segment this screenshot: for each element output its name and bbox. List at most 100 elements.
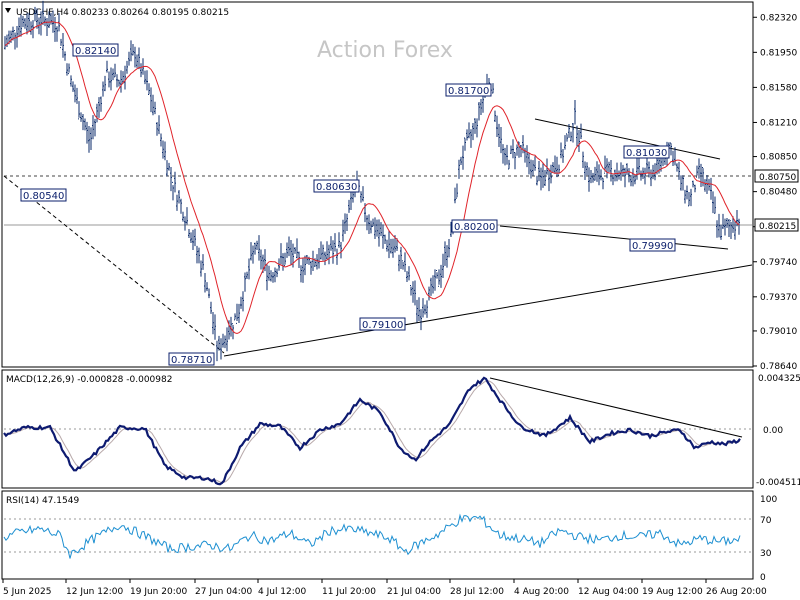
price-bar	[492, 83, 494, 94]
price-bar	[304, 255, 306, 276]
price-bar	[548, 168, 550, 192]
price-panel: USDCHF,H4 0.80233 0.80264 0.80195 0.8021…	[1, 0, 799, 372]
price-bar	[644, 167, 646, 185]
price-bar	[390, 238, 392, 254]
price-bar	[146, 70, 148, 91]
price-bar	[448, 238, 450, 258]
price-bar	[438, 269, 440, 287]
price-bar	[496, 115, 498, 137]
price-bar	[86, 121, 88, 144]
price-bar	[552, 162, 554, 173]
price-bar	[286, 242, 288, 258]
price-bar	[182, 211, 184, 222]
price-bar	[544, 170, 546, 187]
svg-text:0.80750: 0.80750	[759, 173, 796, 183]
price-bar	[654, 163, 656, 181]
price-bar	[280, 243, 282, 265]
price-bar	[392, 238, 394, 258]
price-bar	[370, 220, 372, 234]
price-bar	[576, 125, 578, 147]
macd-panel-frame	[1, 369, 754, 489]
price-bar	[190, 232, 192, 244]
price-bar	[28, 12, 30, 32]
price-bar	[282, 253, 284, 271]
price-bar	[380, 222, 382, 237]
price-bar	[54, 16, 56, 42]
price-bar	[326, 241, 328, 260]
time-tick-label: 4 Aug 20:00	[514, 587, 569, 597]
price-bar	[602, 177, 604, 190]
price-bar	[382, 224, 384, 249]
price-bar	[204, 273, 206, 293]
current-price-tag: 0.80215	[754, 218, 799, 232]
time-tick-label: 21 Jul 04:00	[387, 587, 441, 597]
price-bar	[738, 218, 740, 235]
price-tick-label: 0.82320	[760, 13, 797, 23]
price-bar	[588, 167, 590, 192]
price-bar	[110, 67, 112, 91]
price-bar	[192, 229, 194, 251]
price-bar	[74, 84, 76, 103]
price-bar	[322, 244, 324, 261]
price-bar	[236, 303, 238, 324]
price-bar	[412, 281, 414, 303]
price-bar	[542, 163, 544, 188]
price-bar	[162, 140, 164, 159]
price-bar	[48, 11, 50, 28]
price-bar	[170, 166, 172, 192]
rsi-panel: RSI(14) 47.1549 100 70 30 0	[1, 490, 777, 583]
time-tick-label: 5 Jun 2025	[3, 587, 51, 597]
price-bar	[430, 277, 432, 296]
price-bar	[238, 303, 240, 323]
price-bar	[256, 240, 258, 250]
price-bar	[670, 142, 672, 156]
price-bar	[276, 268, 278, 278]
svg-text:0.81030: 0.81030	[626, 148, 667, 159]
price-bar	[264, 249, 266, 272]
price-bar	[730, 220, 732, 239]
watermark: Action Forex	[317, 38, 453, 63]
price-bar	[682, 175, 684, 191]
price-bar	[136, 54, 138, 68]
price-bar	[422, 298, 424, 318]
price-bar	[178, 190, 180, 204]
svg-text:0.80200: 0.80200	[454, 222, 495, 233]
price-bar	[132, 44, 134, 56]
price-bar	[298, 251, 300, 269]
price-bar	[350, 190, 352, 211]
menu-triangle-icon[interactable]	[5, 8, 11, 13]
price-bar	[316, 254, 318, 270]
price-bar	[696, 165, 698, 178]
price-bar	[718, 213, 720, 238]
price-bar	[288, 236, 290, 257]
macd-tick-bottom: -0.004511	[756, 478, 800, 488]
macd-tick-top: 0.004325	[758, 374, 800, 384]
price-bar	[700, 163, 702, 187]
price-bar	[374, 217, 376, 239]
price-bar	[626, 163, 628, 175]
price-bar	[200, 260, 202, 277]
price-bar	[470, 129, 472, 148]
price-bar	[18, 17, 20, 38]
price-bar	[148, 83, 150, 96]
price-bar	[82, 114, 84, 131]
price-bar	[102, 81, 104, 97]
annotation-0.80200: 0.80200	[451, 219, 498, 233]
price-bar	[396, 238, 398, 252]
price-bar	[498, 123, 500, 147]
price-bar	[624, 167, 626, 188]
price-bar	[426, 300, 428, 318]
price-bar	[732, 216, 734, 233]
price-bar	[80, 112, 82, 122]
price-bar	[418, 297, 420, 322]
price-bar	[638, 156, 640, 175]
price-bar	[692, 180, 694, 188]
price-bar	[218, 335, 220, 351]
price-bar	[596, 161, 598, 182]
macd-line	[3, 376, 741, 486]
price-bar	[476, 118, 478, 138]
price-bar	[26, 13, 28, 35]
price-tick-label: 0.79010	[760, 327, 797, 337]
price-bar	[640, 170, 642, 181]
price-bar	[460, 156, 462, 165]
